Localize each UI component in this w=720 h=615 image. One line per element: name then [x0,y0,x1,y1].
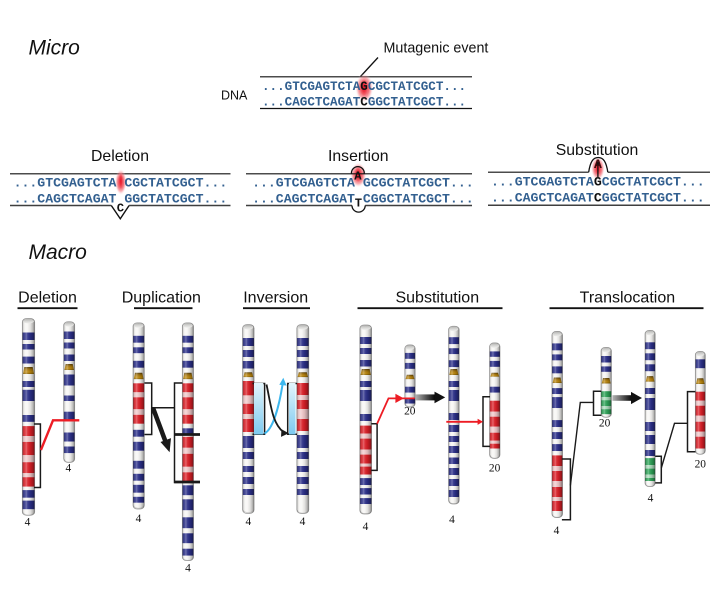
svg-text:4: 4 [363,521,369,533]
svg-text:Inversion: Inversion [243,290,308,307]
svg-text:...CAGCTCAGATCGGCTATCGCT...: ...CAGCTCAGATCGGCTATCGCT... [262,96,466,110]
svg-text:...GTCGAGTCTA GCGCTATCGCT...: ...GTCGAGTCTA GCGCTATCGCT... [252,176,474,191]
svg-text:Mutagenic event: Mutagenic event [384,41,489,57]
svg-text:Translocation: Translocation [580,290,675,307]
svg-text:DNA: DNA [221,89,248,103]
svg-text:Insertion: Insertion [328,148,389,165]
svg-text:A: A [354,170,362,184]
svg-text:4: 4 [648,493,654,505]
svg-text:4: 4 [300,516,306,528]
svg-text:Substitution: Substitution [556,142,639,159]
svg-text:4: 4 [185,563,191,575]
svg-text:...CAGCTCAGAT GGCTATCGCT...: ...CAGCTCAGAT GGCTATCGCT... [14,192,228,207]
svg-text:4: 4 [25,517,31,529]
svg-text:Duplication: Duplication [122,290,201,307]
svg-text:Deletion: Deletion [18,290,77,307]
svg-text:...GTCGAGTCTAGCGCTATCGCT...: ...GTCGAGTCTAGCGCTATCGCT... [262,80,466,94]
svg-text:4: 4 [554,525,560,537]
svg-text:20: 20 [404,406,416,418]
svg-text:20: 20 [695,459,707,471]
svg-text:20: 20 [599,418,611,430]
svg-text:...GTCGAGTCTAGCGCTATCGCT...: ...GTCGAGTCTAGCGCTATCGCT... [491,175,705,190]
svg-text:...GTCGAGTCTA CGCTATCGCT...: ...GTCGAGTCTA CGCTATCGCT... [14,176,228,191]
svg-text:C: C [117,201,124,215]
svg-text:A: A [594,157,602,172]
svg-text:Micro: Micro [29,37,81,60]
svg-text:Deletion: Deletion [91,148,149,165]
svg-text:4: 4 [449,514,455,526]
svg-text:T: T [355,196,362,210]
svg-text:20: 20 [489,463,501,475]
svg-text:4: 4 [246,516,252,528]
svg-text:Substitution: Substitution [395,290,479,307]
svg-text:Macro: Macro [29,241,88,264]
svg-text:4: 4 [66,463,72,475]
svg-text:...CAGCTCAGATCGGCTATCGCT...: ...CAGCTCAGATCGGCTATCGCT... [491,191,705,206]
svg-text:4: 4 [136,513,142,525]
